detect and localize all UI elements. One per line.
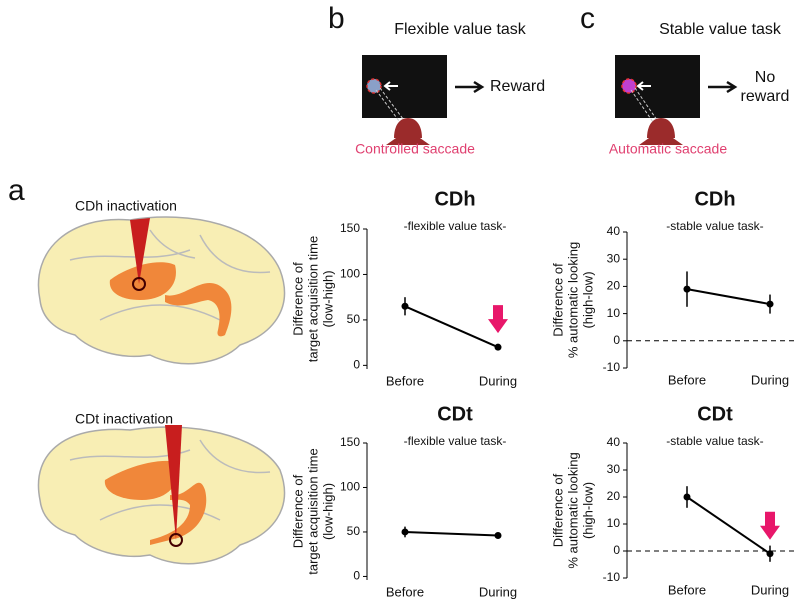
y-tick-label: 50 bbox=[347, 312, 361, 326]
point bbox=[494, 532, 502, 540]
y-tick-label: 40 bbox=[607, 224, 621, 238]
line bbox=[404, 530, 499, 537]
y-axis-label: target acquisition time bbox=[305, 448, 320, 574]
chart-title: CDh bbox=[434, 188, 475, 210]
outcome: No bbox=[755, 69, 776, 86]
outcome: reward bbox=[741, 88, 790, 105]
y-tick-label: 30 bbox=[607, 251, 621, 265]
chart-subtitle: -flexible value task- bbox=[404, 219, 507, 233]
line bbox=[686, 288, 771, 306]
y-tick-label: 50 bbox=[347, 524, 361, 538]
task-title: Flexible value task bbox=[394, 21, 527, 38]
outcome: Reward bbox=[490, 78, 545, 95]
chart-title: CDh bbox=[694, 188, 735, 210]
point bbox=[683, 493, 691, 501]
x-tick-label: During bbox=[479, 373, 517, 388]
arrow bbox=[708, 80, 738, 94]
y-axis-label: Difference of bbox=[550, 473, 565, 547]
monkey bbox=[639, 118, 683, 145]
point bbox=[401, 528, 409, 536]
y-tick-label: 30 bbox=[607, 462, 621, 476]
gaze bbox=[375, 87, 407, 126]
chart-title: CDt bbox=[697, 403, 733, 425]
y-axis-label: Difference of bbox=[550, 263, 565, 337]
x-tick-label: Before bbox=[668, 372, 706, 387]
arrow bbox=[636, 81, 651, 91]
monkey bbox=[386, 118, 430, 145]
y-axis-label: (low-high) bbox=[320, 483, 335, 540]
y-tick-label: 150 bbox=[340, 221, 360, 235]
panel-label: a bbox=[8, 174, 25, 207]
brain-cdt bbox=[37, 425, 286, 565]
y-tick-label: 0 bbox=[353, 569, 360, 583]
chart-subtitle: -stable value task- bbox=[666, 434, 763, 448]
point bbox=[766, 300, 774, 308]
x-tick-label: Before bbox=[386, 373, 424, 388]
brain-cdh bbox=[37, 216, 286, 365]
y-axis-label: (high-low) bbox=[580, 271, 595, 328]
brain-label: CDh inactivation bbox=[75, 198, 177, 214]
x-tick-label: Before bbox=[386, 584, 424, 599]
point bbox=[683, 285, 691, 293]
y-tick-label: 0 bbox=[353, 358, 360, 372]
y-axis-label: target acquisition time bbox=[305, 236, 320, 362]
y-tick-label: 40 bbox=[607, 435, 621, 449]
arrow bbox=[383, 81, 398, 91]
arrow bbox=[455, 80, 485, 94]
task-title: Stable value task bbox=[659, 21, 782, 38]
y-axis-label: (high-low) bbox=[580, 482, 595, 539]
y-tick-label: -10 bbox=[603, 570, 621, 584]
chart-subtitle: -stable value task- bbox=[666, 219, 763, 233]
saccade-label: Controlled saccade bbox=[355, 141, 475, 157]
brain-label: CDt inactivation bbox=[75, 411, 173, 427]
target bbox=[366, 78, 382, 94]
y-axis-label: % automatic looking bbox=[565, 242, 580, 358]
y-tick-label: 0 bbox=[613, 543, 620, 557]
gaze bbox=[630, 87, 660, 126]
y-tick-label: 10 bbox=[607, 306, 621, 320]
point bbox=[766, 550, 774, 558]
y-tick-label: 100 bbox=[340, 480, 360, 494]
highlight-arrow bbox=[760, 511, 780, 540]
y-tick-label: 20 bbox=[607, 489, 621, 503]
y-tick-label: 100 bbox=[340, 267, 360, 281]
y-tick-label: -10 bbox=[603, 360, 621, 374]
point bbox=[401, 302, 409, 310]
highlight-arrow bbox=[488, 305, 508, 334]
y-tick-label: 20 bbox=[607, 279, 621, 293]
line bbox=[686, 496, 771, 555]
x-tick-label: During bbox=[479, 584, 517, 599]
panel-label: c bbox=[580, 2, 595, 35]
y-axis-label: (low-high) bbox=[320, 270, 335, 327]
y-tick-label: 0 bbox=[613, 333, 620, 347]
line bbox=[404, 305, 499, 349]
y-axis-label: % automatic looking bbox=[565, 452, 580, 568]
point bbox=[494, 343, 502, 351]
x-tick-label: During bbox=[751, 372, 789, 387]
target bbox=[621, 78, 637, 94]
y-axis-label: Difference of bbox=[290, 474, 305, 548]
chart-subtitle: -flexible value task- bbox=[404, 434, 507, 448]
x-tick-label: During bbox=[751, 582, 789, 597]
saccade-label: Automatic saccade bbox=[609, 141, 727, 157]
y-tick-label: 150 bbox=[340, 435, 360, 449]
chart-title: CDt bbox=[437, 403, 473, 425]
x-tick-label: Before bbox=[668, 582, 706, 597]
y-axis-label: Difference of bbox=[290, 262, 305, 336]
y-tick-label: 10 bbox=[607, 516, 621, 530]
panel-label: b bbox=[328, 2, 345, 35]
